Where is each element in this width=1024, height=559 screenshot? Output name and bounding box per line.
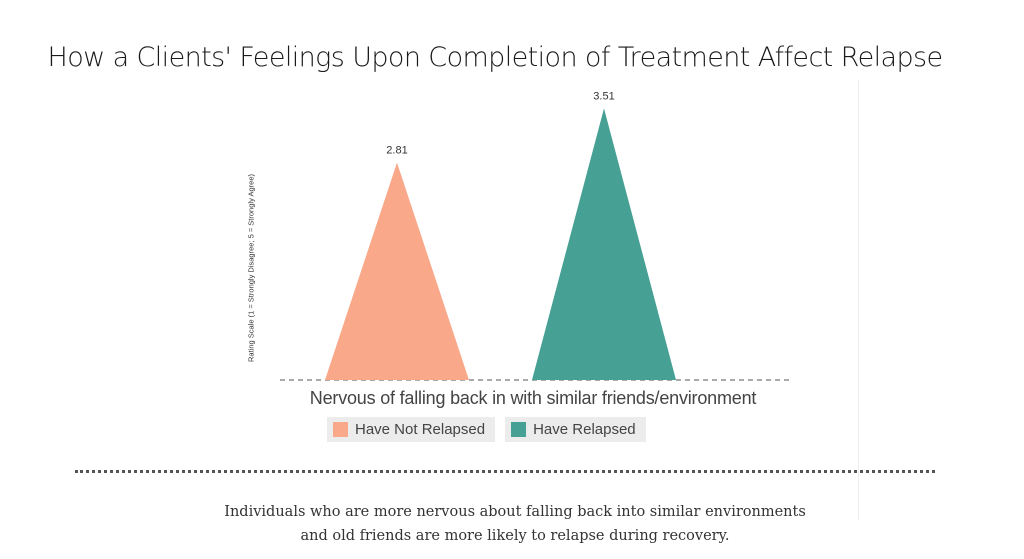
legend-item-have-not-relapsed[interactable]: Have Not Relapsed	[327, 417, 496, 442]
bar-have-not-relapsed	[325, 162, 469, 380]
legend-label-have-relapsed: Have Relapsed	[533, 421, 636, 438]
caption-line-1: Individuals who are more nervous about f…	[224, 504, 806, 520]
section-divider	[75, 470, 935, 473]
caption: Individuals who are more nervous about f…	[130, 500, 900, 548]
bar-have-relapsed	[532, 108, 676, 381]
legend-item-have-relapsed[interactable]: Have Relapsed	[505, 417, 646, 442]
legend: Have Not Relapsed Have Relapsed	[327, 417, 646, 442]
legend-label-have-not-relapsed: Have Not Relapsed	[355, 421, 486, 438]
data-label-have-relapsed: 3.51	[593, 90, 614, 102]
chart-title: How a Clients' Feelings Upon Completion …	[47, 42, 944, 73]
caption-line-2: and old friends are more likely to relap…	[300, 528, 730, 544]
y-axis-label: Rating Scale (1 = Strongly Disagree; 5 =…	[246, 173, 256, 363]
x-axis-category-label: Nervous of falling back in with similar …	[309, 388, 757, 408]
right-divider	[858, 80, 859, 520]
legend-swatch-have-relapsed	[511, 422, 527, 437]
legend-swatch-have-not-relapsed	[333, 422, 348, 437]
data-label-have-not-relapsed: 2.81	[386, 145, 407, 157]
